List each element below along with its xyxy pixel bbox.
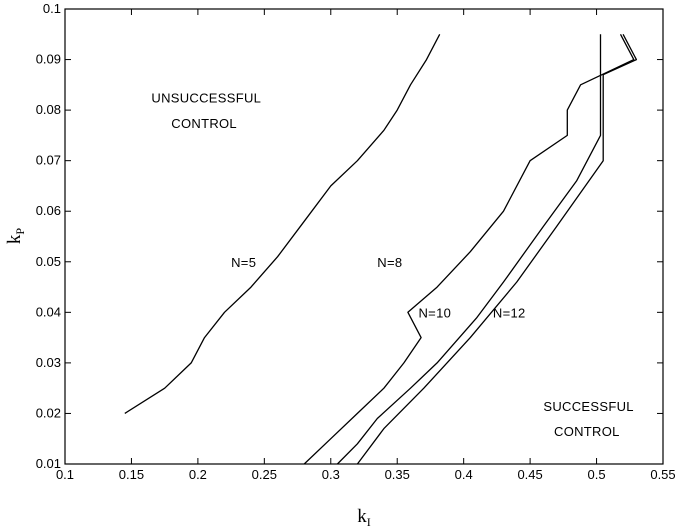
y-axis-title-subscript: P: [13, 228, 27, 235]
y-tick-label: 0.06: [36, 203, 61, 218]
y-tick-label: 0.04: [36, 304, 61, 319]
series-line-n-12: [356, 33, 638, 465]
region-annotation: UNSUCCESSFUL: [151, 90, 261, 105]
region-annotation: CONTROL: [171, 116, 237, 131]
region-annotation: SUCCESSFUL: [543, 399, 633, 414]
y-tick-label: 0.08: [36, 102, 61, 117]
series-line-n-10: [336, 34, 602, 465]
series-label-n-8: N=8: [377, 255, 402, 270]
x-tick-label: 0.2: [189, 467, 207, 482]
region-annotation: CONTROL: [554, 424, 620, 439]
x-tick-label: 0.55: [650, 467, 675, 482]
x-tick-label: 0.1: [56, 467, 74, 482]
series-label-n-10: N=10: [418, 305, 451, 320]
series-group: N=5 N=8 N=10 N=12: [124, 33, 638, 465]
y-tick-label: 0.02: [36, 405, 61, 420]
annotation-group: UNSUCCESSFUL CONTROL SUCCESSFUL CONTROL: [151, 90, 633, 439]
x-tick-label: 0.3: [322, 467, 340, 482]
y-axis-title: kP: [4, 228, 27, 245]
x-tick-label: 0.5: [588, 467, 606, 482]
y-tick-label: 0.01: [36, 456, 61, 471]
series-label-n-5: N=5: [231, 255, 256, 270]
tick-group: 0.1 0.15 0.2 0.25 0.3 0.35 0.4 0.45 0.5 0.550.010…: [36, 1, 675, 482]
y-tick-label: 0.09: [36, 52, 61, 67]
x-axis-title: kI: [357, 506, 371, 529]
y-tick-label: 0.03: [36, 355, 61, 370]
x-tick-label: 0.45: [517, 467, 542, 482]
x-axis-title-subscript: I: [367, 515, 371, 529]
x-tick-label: 0.35: [385, 467, 410, 482]
series-line-n-5: [124, 33, 441, 414]
y-tick-label: 0.1: [43, 1, 61, 16]
x-tick-label: 0.4: [455, 467, 473, 482]
y-axis-title-main: k: [4, 234, 25, 244]
series-line-n-8: [303, 33, 635, 465]
y-tick-label: 0.05: [36, 254, 61, 269]
y-tick-label: 0.07: [36, 153, 61, 168]
x-tick-label: 0.25: [252, 467, 277, 482]
x-tick-label: 0.15: [119, 467, 144, 482]
series-label-n-12: N=12: [493, 305, 526, 320]
plot-frame: [64, 8, 664, 465]
x-axis-title-main: k: [357, 506, 367, 527]
